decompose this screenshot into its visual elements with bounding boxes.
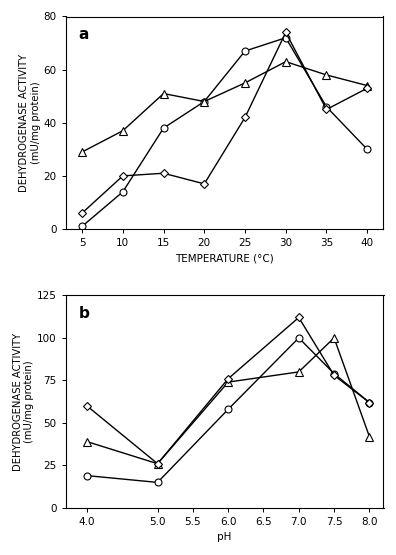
Text: a: a	[78, 27, 89, 42]
Text: b: b	[78, 306, 89, 321]
Y-axis label: DEHYDROGENASE ACTIVITY
(mU/mg protein): DEHYDROGENASE ACTIVITY (mU/mg protein)	[13, 332, 34, 471]
X-axis label: TEMPERATURE (°C): TEMPERATURE (°C)	[175, 254, 274, 264]
X-axis label: pH: pH	[217, 532, 232, 542]
Y-axis label: DEHYDROGENASE ACTIVITY
(mU/mg protein): DEHYDROGENASE ACTIVITY (mU/mg protein)	[19, 54, 41, 192]
